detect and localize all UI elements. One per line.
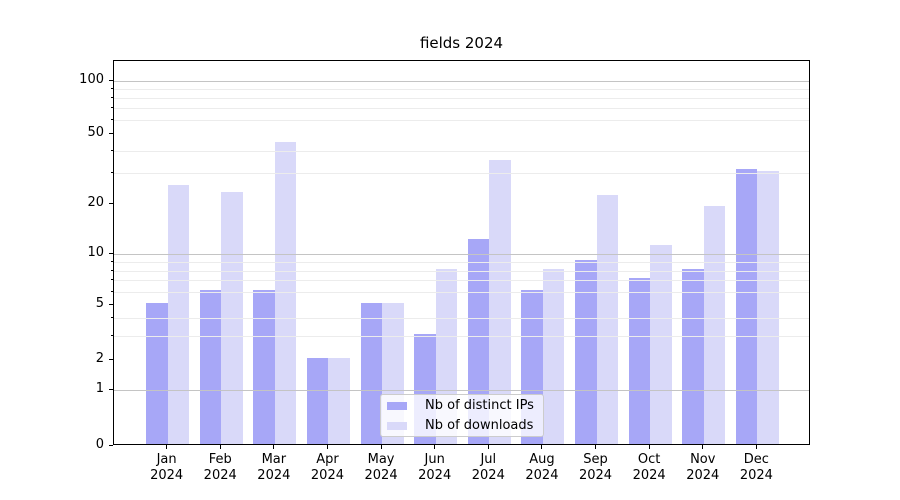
x-tick-label-mar: Mar 2024 <box>257 452 291 483</box>
y-tick-label: 1 <box>95 381 104 396</box>
y-minor-tick <box>111 290 113 292</box>
y-tick-label: 50 <box>87 125 104 141</box>
minor-gridline <box>114 151 809 153</box>
y-minor-tick <box>111 172 113 174</box>
x-tick-label-may: May 2024 <box>364 452 398 483</box>
bar-downloads-jan <box>167 185 190 444</box>
y-minor-tick <box>111 119 113 121</box>
bar-distinct-ips-nov <box>682 268 704 444</box>
bar-distinct-ips-apr <box>306 358 329 444</box>
minor-gridline <box>114 270 809 272</box>
x-tick <box>541 445 543 449</box>
y-minor-tick <box>111 150 113 152</box>
bar-downloads-mar <box>274 142 297 444</box>
legend-label-distinct-ips: Nb of distinct IPs <box>425 398 534 413</box>
x-tick <box>595 445 597 449</box>
minor-gridline <box>114 120 809 122</box>
plot-area: Nb of distinct IPs Nb of downloads <box>113 60 810 445</box>
x-tick-label-jun: Jun 2024 <box>418 452 452 483</box>
major-gridline <box>114 81 809 82</box>
legend-swatch-downloads <box>387 421 407 430</box>
minor-gridline <box>114 318 809 320</box>
y-minor-tick <box>111 107 113 109</box>
legend: Nb of distinct IPs Nb of downloads <box>380 394 544 437</box>
x-tick <box>219 445 221 449</box>
bar-downloads-apr <box>328 358 350 444</box>
bar-distinct-ips-oct <box>628 278 651 444</box>
x-tick <box>326 445 328 449</box>
y-tick <box>109 253 113 255</box>
y-minor-tick <box>111 334 113 336</box>
y-minor-tick <box>111 317 113 319</box>
minor-gridline <box>114 98 809 100</box>
bar-distinct-ips-may <box>360 303 383 444</box>
minor-gridline <box>114 173 809 175</box>
bar-downloads-sep <box>596 195 619 444</box>
x-tick <box>487 445 489 449</box>
y-tick-label: 0 <box>95 437 104 452</box>
legend-item-downloads: Nb of downloads <box>387 416 537 436</box>
bar-downloads-nov <box>703 206 726 444</box>
y-minor-tick <box>111 261 113 262</box>
x-tick <box>702 445 704 449</box>
x-tick <box>648 445 650 449</box>
major-gridline <box>114 390 809 391</box>
y-tick <box>109 304 113 305</box>
y-tick-label: 5 <box>95 296 104 311</box>
major-gridline <box>114 254 809 256</box>
x-tick-label-jan: Jan 2024 <box>150 452 184 483</box>
y-tick <box>109 133 113 135</box>
x-tick-label-aug: Aug 2024 <box>525 452 559 483</box>
y-minor-tick <box>111 269 113 271</box>
bar-downloads-jul <box>489 159 511 444</box>
x-tick <box>755 445 757 449</box>
minor-gridline <box>114 108 809 110</box>
bar-distinct-ips-feb <box>199 289 222 444</box>
y-tick <box>109 389 113 390</box>
y-minor-tick <box>111 97 113 99</box>
y-tick <box>109 445 113 446</box>
y-minor-tick <box>111 279 113 281</box>
bar-downloads-aug <box>542 268 565 444</box>
chart-title: fields 2024 <box>419 34 504 52</box>
x-tick <box>273 445 275 449</box>
minor-gridline <box>114 335 809 337</box>
y-tick-label: 2 <box>95 351 104 366</box>
x-tick <box>434 445 436 449</box>
y-tick-label: 10 <box>87 245 104 261</box>
legend-label-downloads: Nb of downloads <box>425 418 534 433</box>
x-tick <box>380 445 382 449</box>
x-tick-label-dec: Dec 2024 <box>739 452 773 483</box>
minor-gridline <box>114 89 809 91</box>
x-tick-label-apr: Apr 2024 <box>310 452 344 483</box>
y-tick-label: 100 <box>79 72 104 87</box>
minor-gridline <box>114 262 809 263</box>
bar-distinct-ips-jan <box>146 303 168 444</box>
legend-swatch-distinct-ips <box>387 401 407 410</box>
x-tick-label-feb: Feb 2024 <box>203 452 237 483</box>
y-minor-tick <box>111 88 113 90</box>
bar-distinct-ips-mar <box>253 289 275 444</box>
y-tick <box>109 80 113 81</box>
minor-gridline <box>114 291 809 293</box>
y-tick <box>109 203 113 205</box>
legend-item-distinct-ips: Nb of distinct IPs <box>387 396 537 416</box>
bar-downloads-dec <box>757 171 779 444</box>
x-tick <box>166 445 168 449</box>
y-tick <box>109 359 113 360</box>
x-tick-label-oct: Oct 2024 <box>632 452 666 483</box>
x-tick-label-nov: Nov 2024 <box>686 452 720 483</box>
bar-distinct-ips-dec <box>735 168 758 444</box>
x-tick-label-sep: Sep 2024 <box>578 452 613 483</box>
minor-gridline <box>114 280 809 282</box>
x-tick-label-jul: Jul 2024 <box>471 452 505 483</box>
bar-downloads-oct <box>650 245 672 444</box>
y-tick-label: 20 <box>87 195 104 211</box>
bar-distinct-ips-jul <box>467 239 490 444</box>
bar-distinct-ips-sep <box>575 260 597 444</box>
